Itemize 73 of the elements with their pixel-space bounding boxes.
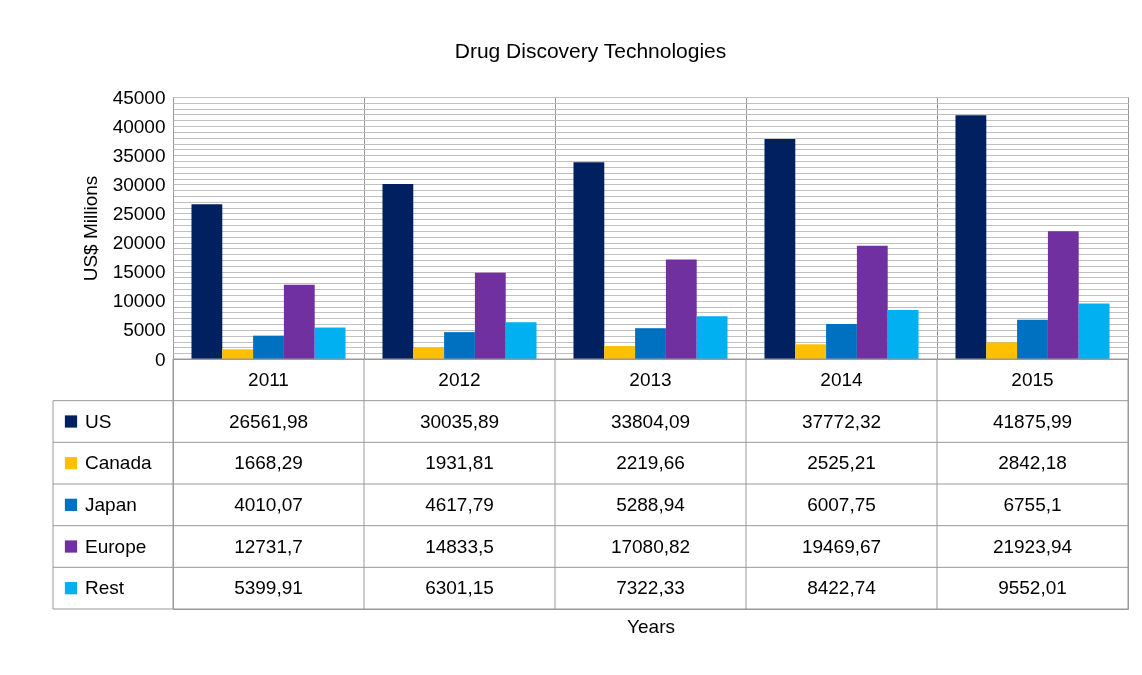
data-label: 1931,81 [425, 452, 494, 474]
bar [573, 162, 605, 359]
data-label: 5399,91 [234, 577, 303, 599]
bar [1047, 231, 1079, 359]
bar [665, 259, 697, 359]
x-tick-label: 2011 [248, 368, 289, 390]
chart-title: Drug Discovery Technologies [454, 38, 727, 62]
bar [505, 322, 537, 359]
bar [314, 327, 346, 359]
bar [283, 284, 315, 359]
x-tick-label: 2013 [629, 368, 672, 390]
bar [856, 245, 888, 359]
x-tick-label: 2015 [1011, 368, 1054, 390]
legend-label: Japan [85, 493, 137, 515]
bar [1078, 303, 1110, 359]
data-label: 6755,1 [1003, 493, 1062, 515]
y-tick-label: 0 [154, 348, 166, 370]
bar [444, 332, 475, 359]
x-tick-label: 2014 [820, 368, 864, 390]
bar [474, 272, 506, 359]
bar [795, 344, 827, 359]
data-label: 41875,99 [992, 410, 1073, 432]
legend-label: Canada [85, 452, 152, 474]
y-tick-label: 40000 [112, 115, 166, 137]
legend-label: Europe [85, 535, 147, 557]
data-label: 37772,32 [801, 410, 882, 432]
bar [191, 204, 223, 359]
data-label: 7322,33 [616, 577, 685, 599]
bar [253, 335, 284, 359]
bar [604, 346, 636, 359]
data-label: 2219,66 [616, 452, 685, 474]
x-tick-label: 2012 [438, 368, 481, 390]
data-label: 8422,74 [807, 577, 877, 599]
bar [955, 115, 987, 359]
data-label: 4010,07 [234, 493, 303, 515]
legend-label: Rest [85, 577, 125, 599]
data-label: 2525,21 [807, 452, 876, 474]
bar [222, 349, 254, 359]
data-label: 12731,7 [234, 535, 303, 557]
y-tick-label: 10000 [112, 290, 166, 312]
y-tick-label: 45000 [112, 86, 166, 108]
y-tick-label: 20000 [112, 232, 166, 254]
y-tick-label: 15000 [112, 261, 166, 283]
data-label: 14833,5 [425, 535, 494, 557]
data-label: 30035,89 [419, 410, 500, 432]
legend-label: US [85, 410, 112, 432]
data-label: 2842,18 [998, 452, 1067, 474]
bar [413, 347, 445, 359]
data-label: 19469,67 [801, 535, 882, 557]
bar [887, 309, 919, 359]
y-tick-label: 30000 [112, 173, 166, 195]
bar [1017, 319, 1048, 359]
data-label: 1668,29 [234, 452, 303, 474]
y-tick-label: 5000 [123, 319, 166, 341]
data-label: 33804,09 [610, 410, 691, 432]
y-tick-label: 35000 [112, 144, 166, 166]
data-label: 9552,01 [998, 577, 1067, 599]
y-axis-title: US$ Millions [79, 175, 101, 282]
bar [635, 328, 666, 359]
data-label: 21923,94 [992, 535, 1073, 557]
data-label: 6301,15 [425, 577, 494, 599]
bar [986, 342, 1018, 359]
data-label: 6007,75 [807, 493, 876, 515]
bar [382, 184, 414, 359]
bar [826, 324, 857, 359]
y-tick-label: 25000 [112, 202, 166, 224]
data-label: 4617,79 [425, 493, 494, 515]
bar [764, 139, 796, 359]
data-label: 17080,82 [610, 535, 691, 557]
data-label: 26561,98 [228, 410, 309, 432]
data-label: 5288,94 [616, 493, 686, 515]
bar [696, 316, 728, 359]
text: Years [627, 615, 675, 637]
